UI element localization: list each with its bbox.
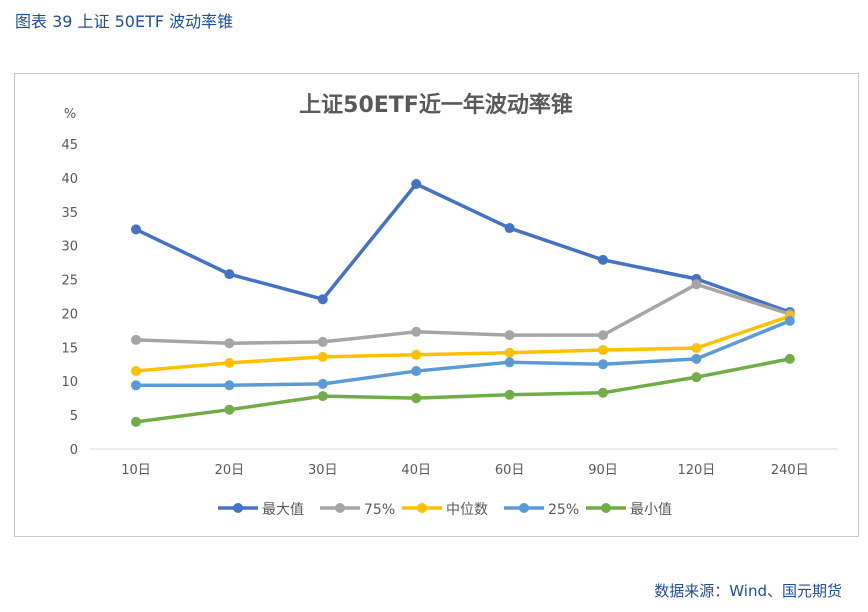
y-tick-label: 15 bbox=[61, 341, 78, 356]
data-point bbox=[317, 336, 328, 347]
data-point bbox=[224, 269, 235, 280]
data-point bbox=[598, 330, 608, 341]
series-line bbox=[135, 357, 791, 424]
data-point bbox=[131, 380, 141, 391]
series-line bbox=[136, 319, 791, 388]
data-point bbox=[317, 294, 328, 305]
data-point bbox=[504, 347, 515, 358]
data-point bbox=[411, 366, 422, 377]
data-point bbox=[224, 380, 235, 391]
series-line bbox=[135, 314, 791, 373]
data-point bbox=[691, 372, 702, 383]
chart-title: 上证50ETF近一年波动率锥 bbox=[299, 92, 573, 118]
source-note: 数据来源：Wind、国元期货 bbox=[654, 582, 842, 600]
y-tick-label: 25 bbox=[61, 274, 78, 289]
data-point bbox=[317, 391, 328, 402]
data-point bbox=[224, 357, 235, 368]
data-point bbox=[411, 393, 422, 404]
data-point bbox=[598, 345, 608, 356]
legend-marker bbox=[519, 503, 529, 513]
legend-marker bbox=[417, 503, 427, 513]
y-tick-label: 5 bbox=[70, 409, 78, 424]
y-tick-label: 10 bbox=[61, 375, 78, 390]
data-point bbox=[131, 334, 141, 345]
series-line bbox=[135, 282, 791, 346]
data-point bbox=[411, 349, 422, 360]
legend-label: 25% bbox=[548, 502, 579, 518]
data-point bbox=[504, 330, 515, 341]
data-point bbox=[504, 357, 515, 368]
data-point bbox=[131, 366, 141, 377]
data-point bbox=[784, 315, 795, 326]
legend-marker bbox=[335, 503, 345, 513]
data-point bbox=[504, 389, 515, 400]
data-point bbox=[691, 279, 702, 290]
y-tick-label: 20 bbox=[61, 307, 78, 322]
x-tick-label: 90日 bbox=[588, 463, 618, 478]
data-point bbox=[131, 416, 141, 427]
data-point bbox=[317, 351, 328, 362]
x-tick-label: 60日 bbox=[495, 463, 525, 478]
data-point bbox=[411, 178, 422, 189]
data-point bbox=[691, 353, 702, 364]
legend-label: 中位数 bbox=[446, 502, 488, 518]
y-tick-label: 30 bbox=[61, 240, 78, 255]
data-point bbox=[224, 404, 235, 415]
data-point bbox=[598, 359, 608, 370]
y-tick-label: 40 bbox=[61, 172, 78, 187]
data-point bbox=[411, 326, 422, 337]
legend-label: 最大值 bbox=[262, 502, 304, 518]
x-tick-label: 30日 bbox=[308, 463, 338, 478]
figure-caption: 图表 39 上证 50ETF 波动率锥 bbox=[15, 12, 234, 31]
data-point bbox=[317, 378, 328, 389]
legend-marker bbox=[233, 503, 243, 513]
x-tick-label: 120日 bbox=[677, 463, 715, 478]
x-tick-label: 240日 bbox=[771, 463, 809, 478]
legend-label: 最小值 bbox=[630, 502, 672, 518]
data-point bbox=[691, 343, 702, 354]
data-point bbox=[504, 223, 515, 234]
y-axis-label: % bbox=[64, 107, 76, 122]
x-tick-label: 10日 bbox=[121, 463, 151, 478]
series-line bbox=[135, 182, 791, 314]
legend-label: 75% bbox=[364, 502, 395, 518]
data-point bbox=[598, 254, 608, 265]
x-tick-label: 20日 bbox=[215, 463, 245, 478]
legend-marker bbox=[601, 503, 611, 513]
data-point bbox=[131, 224, 141, 235]
data-point bbox=[224, 338, 235, 349]
y-tick-label: 35 bbox=[61, 206, 78, 221]
data-point bbox=[784, 353, 795, 364]
y-tick-label: 0 bbox=[70, 443, 78, 458]
data-point bbox=[598, 387, 608, 398]
x-tick-label: 40日 bbox=[401, 463, 431, 478]
chart-frame bbox=[14, 73, 859, 537]
y-tick-label: 45 bbox=[61, 138, 78, 153]
